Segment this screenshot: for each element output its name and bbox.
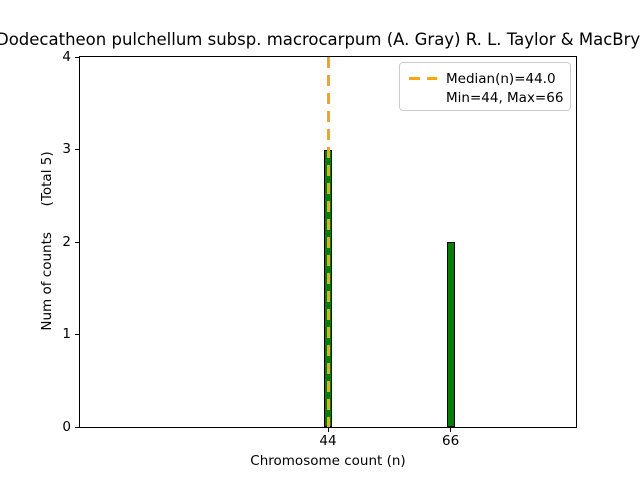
x-tick-44 (327, 428, 329, 432)
legend-item-median: Median(n)=44.0 (409, 69, 564, 88)
x-axis-label: Chromosome count (n) (250, 453, 406, 469)
legend: Median(n)=44.0 Min=44, Max=66 (399, 62, 571, 111)
x-tick-label-66: 66 (442, 433, 460, 449)
legend-item-minmax: Min=44, Max=66 (409, 88, 564, 107)
median-line (326, 57, 330, 427)
median-line-legend-swatch (409, 77, 437, 80)
y-tick-label-4: 4 (62, 48, 71, 65)
bar-66 (446, 242, 455, 427)
y-tick-4 (75, 56, 79, 58)
y-tick-2 (75, 241, 79, 243)
x-tick-label-44: 44 (319, 433, 337, 449)
legend-empty-swatch (409, 96, 437, 99)
y-tick-label-0: 0 (62, 418, 71, 435)
y-tick-1 (75, 334, 79, 335)
y-tick-label-2: 2 (62, 233, 71, 250)
chart-title: Dodecatheon pulchellum subsp. macrocarpu… (0, 30, 640, 49)
plot-area (79, 56, 577, 428)
legend-label-median: Median(n)=44.0 (446, 70, 556, 87)
legend-label-minmax: Min=44, Max=66 (446, 89, 564, 106)
y-tick-0 (75, 426, 79, 428)
y-tick-label-1: 1 (62, 326, 71, 342)
y-tick-3 (75, 149, 79, 150)
y-tick-label-3: 3 (62, 141, 71, 157)
x-tick-66 (450, 428, 452, 432)
